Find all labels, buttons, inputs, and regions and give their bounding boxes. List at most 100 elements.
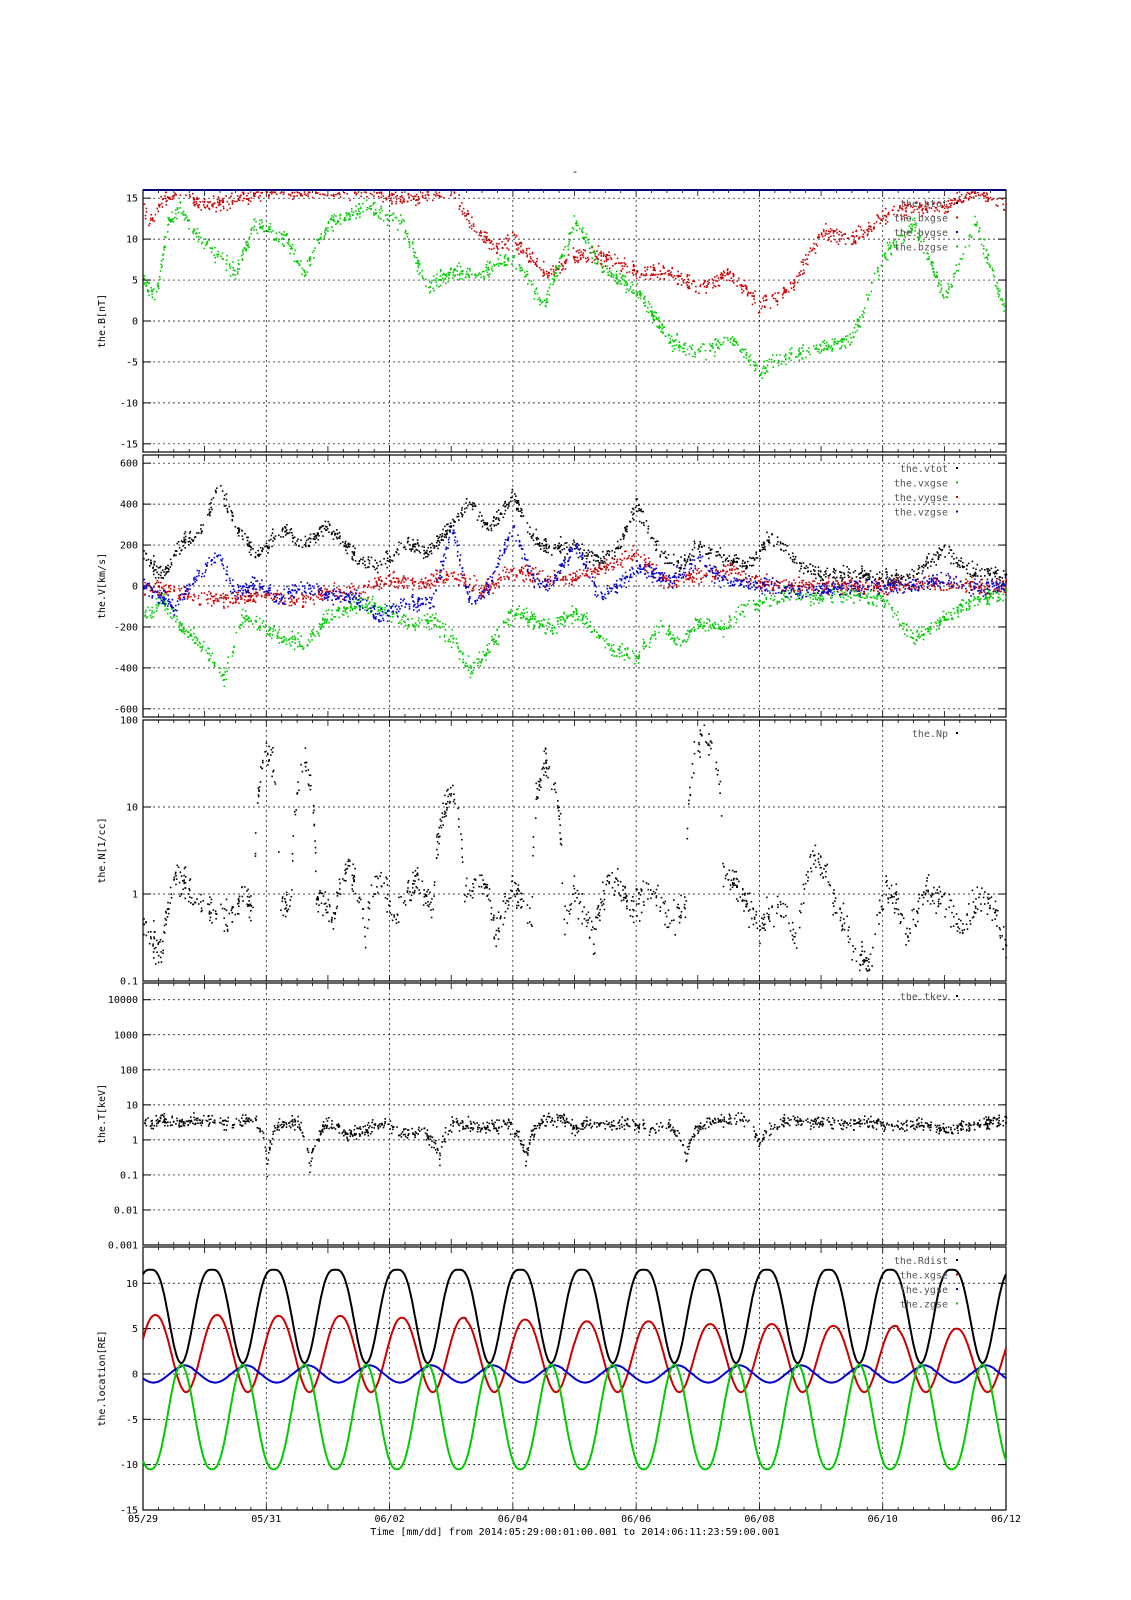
series-the-vzgse [143, 525, 1007, 623]
y-axis-label: the.B[nT] [97, 294, 108, 348]
series-the-bxgse [143, 191, 1007, 314]
legend-marker [956, 467, 958, 469]
panel-4: 0.001 0.01 0.1 1 10 100 1000 10000 the.T[keV] the… [97, 982, 1008, 1252]
panel-3: 0.1 1 10 100 the.N[1/cc] the.Np [97, 716, 1008, 988]
legend-label: the.vtot [900, 464, 948, 475]
series-group [143, 724, 1008, 972]
y-tick-label: 1 [132, 1135, 138, 1146]
panel-frame [142, 982, 1007, 1246]
legend-marker [956, 510, 958, 513]
legend-marker [956, 216, 958, 219]
panel-2: -600 -400 -200 0 200 400 600 the.V[km/s] the.vto… [97, 454, 1008, 718]
y-axis-label: the.location[RE] [97, 1330, 108, 1426]
y-axis: -15 -10 -5 0 5 10 [120, 1247, 1007, 1517]
legend-label: the.bygse [894, 228, 948, 239]
legend-marker [956, 496, 958, 498]
legend-marker [956, 231, 958, 233]
grid [142, 190, 1007, 452]
x-tick-label: 06/04 [498, 1514, 528, 1525]
y-tick-label: 10000 [108, 995, 138, 1006]
y-tick-label: 10 [126, 235, 138, 246]
legend-label: the.btot [900, 199, 948, 210]
x-tick-label: 06/08 [744, 1514, 774, 1525]
y-axis: -15 -10 -5 0 5 10 15 [120, 190, 1007, 452]
series-the-bzgse [143, 199, 1007, 379]
y-tick-label: 0.01 [114, 1205, 138, 1216]
y-tick-label: 200 [120, 541, 138, 552]
grid [142, 983, 1007, 1246]
y-tick-label: 1 [132, 890, 138, 901]
x-tick-label: 06/02 [375, 1514, 405, 1525]
legend-marker [956, 481, 958, 484]
y-tick-label: 10 [126, 1279, 138, 1290]
y-tick-label: 15 [126, 194, 138, 205]
x-tick-label: 06/12 [991, 1514, 1021, 1525]
x-tick-label: 05/29 [128, 1514, 158, 1525]
series-group [143, 191, 1007, 379]
legend: the.Np [912, 729, 958, 740]
y-tick-label: -600 [114, 704, 138, 715]
x-axis: 05/29 05/31 06/02 06/04 06/06 06/08 06/10 06/12 [128, 1514, 1021, 1525]
x-axis-label: Time [mm/dd] from 2014:05:29:00:01:00.00… [370, 1527, 779, 1538]
legend-label: the.tkev [900, 992, 948, 1003]
y-tick-label: 10 [126, 1100, 138, 1111]
figure-title: - [572, 165, 579, 178]
legend-marker [956, 1302, 958, 1305]
legend-marker [956, 1273, 958, 1276]
y-tick-label: 0 [132, 1369, 138, 1380]
y-tick-label: 5 [132, 1324, 138, 1335]
panels: -15-10-5051015the.B[nT]the.btotthe.bxgse… [97, 189, 1008, 1517]
series-the-vxgse [144, 585, 1008, 688]
legend: the.vtot the.vxgse the.vygse the.vzgse [894, 464, 958, 519]
series-the-Rdist [142, 1268, 1007, 1365]
series-the-zgse [142, 1363, 1007, 1471]
x-tick-label: 06/10 [868, 1514, 898, 1525]
legend-label: the.ygse [900, 1285, 948, 1296]
legend-label: the.vygse [894, 493, 948, 504]
y-tick-label: -400 [114, 663, 138, 674]
y-axis: -600 -400 -200 0 200 400 600 [114, 455, 1007, 717]
y-axis-label: the.V[km/s] [97, 553, 108, 619]
y-tick-label: -15 [120, 439, 138, 450]
legend-label: the.bxgse [894, 214, 948, 225]
y-tick-label: -5 [126, 357, 138, 368]
grid [142, 719, 1007, 982]
series-the-tkev [144, 1112, 1008, 1178]
series-the-ygse [142, 1364, 1007, 1384]
series-the-vtot [143, 485, 1008, 587]
legend-label: the.xgse [900, 1271, 948, 1282]
legend-label: the.vzgse [894, 508, 948, 519]
y-tick-label: -15 [120, 1506, 138, 1517]
y-axis: 0.1 1 10 100 [120, 716, 1007, 988]
series-group [143, 485, 1008, 688]
y-tick-label: -200 [114, 622, 138, 633]
series-the-xgse [142, 1313, 1007, 1394]
y-tick-label: 5 [132, 276, 138, 287]
y-tick-label: 1000 [114, 1030, 138, 1041]
y-tick-label: -10 [120, 398, 138, 409]
series-group [142, 1268, 1007, 1471]
legend-label: the.vxgse [894, 479, 948, 490]
legend-label: the.zgse [900, 1300, 948, 1311]
y-axis-label: the.N[1/cc] [97, 817, 108, 883]
legend-marker [956, 1259, 958, 1261]
legend-marker [956, 202, 958, 204]
legend-marker [956, 245, 958, 248]
y-tick-label: 0.1 [120, 1170, 138, 1181]
y-tick-label: 100 [120, 716, 138, 727]
y-tick-label: 0.1 [120, 977, 138, 988]
legend-label: the.Np [912, 729, 948, 740]
legend: the.tkev [900, 992, 958, 1003]
y-axis-label: the.T[keV] [97, 1084, 108, 1144]
y-tick-label: 0 [132, 582, 138, 593]
legend-marker [956, 1288, 958, 1290]
x-tick-label: 06/06 [621, 1514, 651, 1525]
y-tick-label: -5 [126, 1415, 138, 1426]
legend-label: the.Rdist [894, 1256, 948, 1267]
legend: the.Rdist the.xgse the.ygse the.zgse [894, 1256, 958, 1311]
legend-marker [956, 995, 958, 997]
legend-label: the.bzgse [894, 243, 948, 254]
legend-marker [956, 732, 958, 734]
y-axis: 0.001 0.01 0.1 1 10 100 1000 10000 [108, 983, 1007, 1252]
x-tick-label: 05/31 [251, 1514, 281, 1525]
